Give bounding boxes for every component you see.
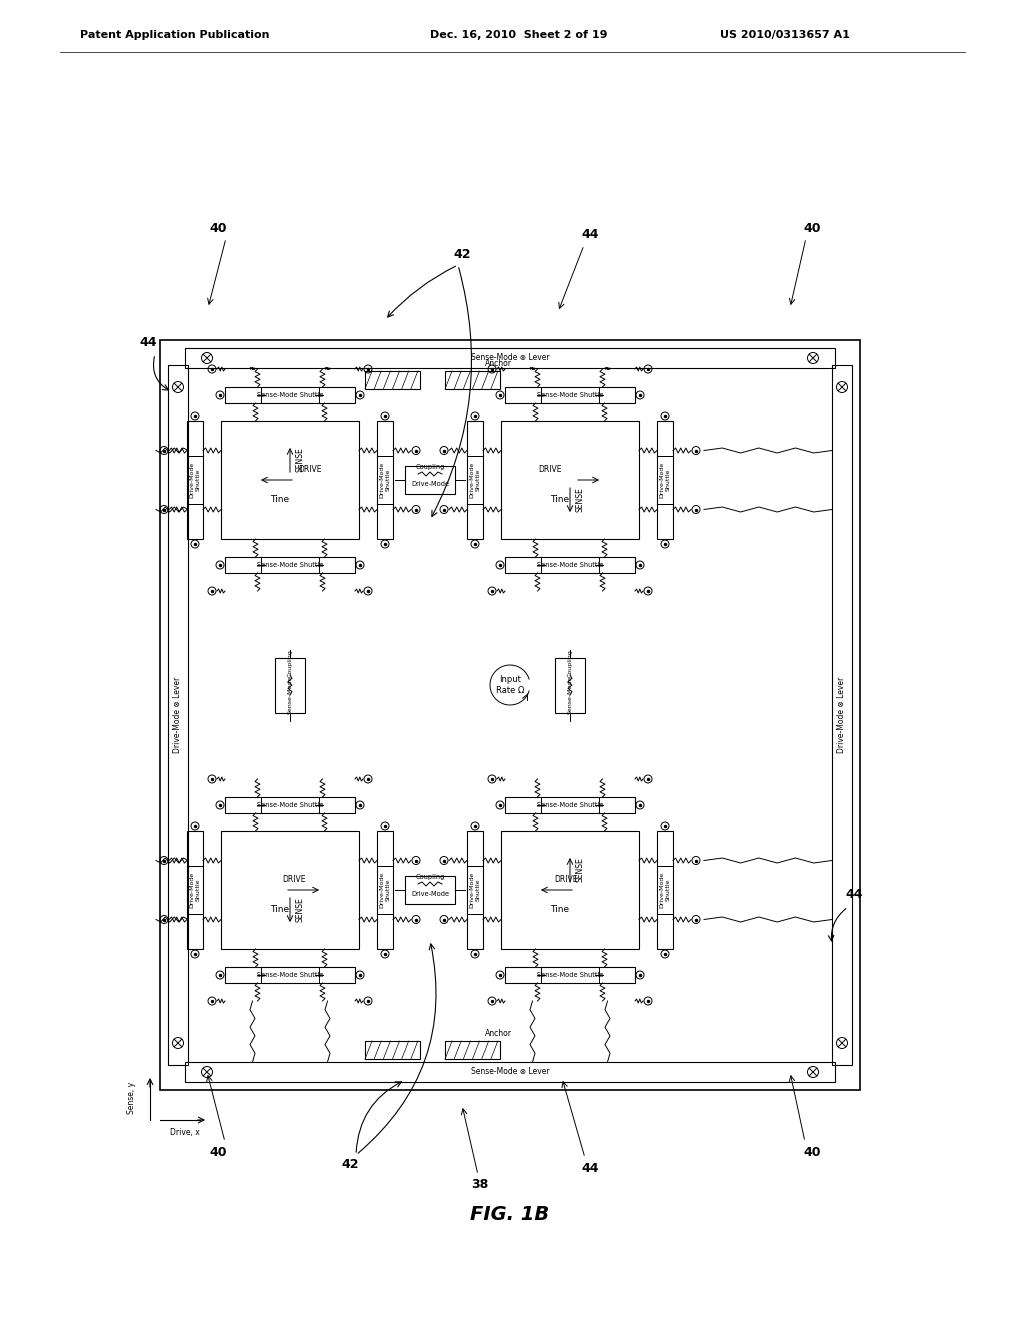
Text: Drive-Mode ⊗ Lever: Drive-Mode ⊗ Lever (838, 677, 847, 754)
Text: 40: 40 (803, 1146, 821, 1159)
Bar (225, 557, 355, 573)
Text: Tine: Tine (551, 906, 569, 915)
Bar (168, 366, 188, 1065)
Text: Coupling: Coupling (567, 649, 572, 677)
Text: Drive-Mode: Drive-Mode (411, 891, 450, 898)
Text: 44: 44 (582, 1162, 599, 1175)
Text: Drive-Mode
Shuttle: Drive-Mode Shuttle (659, 873, 671, 908)
Bar (445, 1041, 500, 1059)
Text: 40: 40 (209, 222, 226, 235)
Bar (377, 832, 393, 949)
Bar (501, 832, 639, 949)
Bar (225, 968, 355, 983)
Text: 44: 44 (139, 335, 157, 348)
Bar (225, 387, 355, 403)
Text: Sense-Mode: Sense-Mode (288, 676, 293, 714)
Text: Coupling: Coupling (288, 649, 293, 677)
Text: Drive-Mode
Shuttle: Drive-Mode Shuttle (189, 462, 201, 498)
Text: 40: 40 (803, 222, 821, 235)
Bar (187, 832, 203, 949)
Bar (657, 832, 673, 949)
Text: Drive-Mode
Shuttle: Drive-Mode Shuttle (189, 873, 201, 908)
Bar (555, 657, 585, 713)
Text: Sense-Mode ⊗ Lever: Sense-Mode ⊗ Lever (471, 354, 549, 363)
Text: Patent Application Publication: Patent Application Publication (80, 30, 269, 40)
Text: Drive-Mode
Shuttle: Drive-Mode Shuttle (659, 462, 671, 498)
Text: DRIVE: DRIVE (298, 466, 322, 474)
Bar (467, 421, 483, 539)
Bar (185, 348, 835, 368)
Text: 38: 38 (471, 1179, 488, 1192)
Bar (365, 371, 420, 389)
Bar (365, 1041, 420, 1059)
Bar (831, 366, 852, 1065)
Text: Drive, x: Drive, x (170, 1127, 200, 1137)
Bar (185, 1063, 835, 1082)
Bar (467, 832, 483, 949)
Text: 44: 44 (845, 888, 863, 902)
Text: FIG. 1B: FIG. 1B (470, 1205, 550, 1225)
Bar (377, 421, 393, 539)
Text: Sense-Mode Shuttle: Sense-Mode Shuttle (257, 562, 324, 568)
Text: Coupling: Coupling (416, 465, 444, 470)
Text: Drive-Mode: Drive-Mode (411, 480, 450, 487)
Text: DRIVE: DRIVE (539, 466, 562, 474)
Text: SENSE: SENSE (575, 858, 585, 882)
Bar (225, 797, 355, 813)
Bar (657, 421, 673, 539)
Text: SENSE: SENSE (575, 487, 585, 512)
Text: Dec. 16, 2010  Sheet 2 of 19: Dec. 16, 2010 Sheet 2 of 19 (430, 30, 607, 40)
Bar (505, 387, 635, 403)
Bar (445, 371, 500, 389)
Text: Drive-Mode ⊗ Lever: Drive-Mode ⊗ Lever (173, 677, 182, 754)
Text: Anchor: Anchor (485, 359, 512, 368)
Bar (187, 421, 203, 539)
Text: US 2010/0313657 A1: US 2010/0313657 A1 (720, 30, 850, 40)
Text: SENSE: SENSE (296, 898, 304, 923)
Text: Drive-Mode
Shuttle: Drive-Mode Shuttle (470, 462, 480, 498)
Text: 44: 44 (582, 228, 599, 242)
Bar (406, 876, 455, 904)
Text: SENSE: SENSE (296, 447, 304, 473)
Text: Drive-Mode
Shuttle: Drive-Mode Shuttle (380, 873, 390, 908)
Text: Sense-Mode Shuttle: Sense-Mode Shuttle (537, 803, 603, 808)
Text: Tine: Tine (270, 495, 290, 504)
Text: Sense-Mode: Sense-Mode (567, 676, 572, 714)
Bar (505, 968, 635, 983)
Bar (221, 421, 359, 539)
Bar (160, 341, 860, 1090)
Bar (221, 832, 359, 949)
Text: 42: 42 (341, 1159, 358, 1172)
Text: DRIVE: DRIVE (282, 875, 305, 884)
Text: 42: 42 (454, 248, 471, 261)
Bar (406, 466, 455, 494)
Text: Sense-Mode Shuttle: Sense-Mode Shuttle (537, 562, 603, 568)
Text: Sense-Mode Shuttle: Sense-Mode Shuttle (537, 392, 603, 399)
Text: Sense-Mode Shuttle: Sense-Mode Shuttle (257, 972, 324, 978)
Text: Sense, y: Sense, y (128, 1082, 136, 1114)
Text: Sense-Mode Shuttle: Sense-Mode Shuttle (537, 972, 603, 978)
Bar (275, 657, 305, 713)
Bar (505, 797, 635, 813)
Text: 40: 40 (209, 1146, 226, 1159)
Bar (501, 421, 639, 539)
Text: Drive-Mode
Shuttle: Drive-Mode Shuttle (380, 462, 390, 498)
Text: DRIVE: DRIVE (555, 875, 578, 884)
Text: Drive-Mode
Shuttle: Drive-Mode Shuttle (470, 873, 480, 908)
Text: Anchor: Anchor (485, 1030, 512, 1039)
Text: Tine: Tine (270, 906, 290, 915)
Text: Sense-Mode Shuttle: Sense-Mode Shuttle (257, 392, 324, 399)
Text: Input
Rate Ω: Input Rate Ω (496, 676, 524, 694)
Text: Coupling: Coupling (416, 874, 444, 880)
Text: Sense-Mode Shuttle: Sense-Mode Shuttle (257, 803, 324, 808)
Bar (505, 557, 635, 573)
Text: Tine: Tine (551, 495, 569, 504)
Text: Sense-Mode ⊗ Lever: Sense-Mode ⊗ Lever (471, 1068, 549, 1077)
